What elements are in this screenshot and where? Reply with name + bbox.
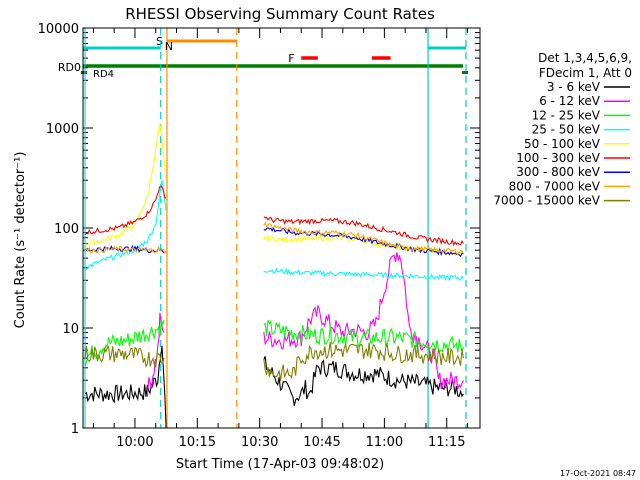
series-line-6-seg-1 — [263, 226, 464, 258]
x-tick-label: 11:00 — [366, 435, 403, 450]
legend-label-4: 50 - 100 keV — [524, 137, 601, 151]
series-line-2-seg-0 — [84, 319, 165, 367]
legend-header-1: Det 1,3,4,5,6,9, — [538, 51, 632, 65]
legend-header-2: FDecim 1, Att 0 — [539, 66, 632, 80]
axes: 1 10 100 1000 10000 10:00 10:15 10:30 10:45 11:00… — [38, 22, 480, 450]
flag-saa-label: S — [156, 35, 163, 48]
legend-label-3: 25 - 50 keV — [532, 123, 601, 137]
y-tick-label: 100 — [54, 222, 79, 237]
legend-label-2: 12 - 25 keV — [532, 108, 601, 122]
legend: Det 1,3,4,5,6,9, FDecim 1, Att 0 3 - 6 k… — [493, 51, 632, 208]
y-axis-label: Count Rate (s⁻¹ detector⁻¹) — [13, 152, 28, 329]
y-tick-label: 1000 — [46, 122, 79, 137]
y-tick-label: 10 — [62, 322, 79, 337]
series-line-6-seg-0 — [84, 244, 167, 253]
x-tick-label: 10:00 — [116, 435, 153, 450]
series-line-0-seg-0 — [84, 345, 167, 429]
legend-label-8: 7000 - 15000 keV — [493, 194, 600, 208]
series-line-2-seg-1 — [263, 319, 464, 354]
state-flags: RD0 RD4 S N F — [58, 28, 468, 428]
plot-border — [82, 27, 481, 429]
timestamp: 17-Oct-2021 08:47 — [560, 469, 636, 478]
series-line-8-seg-1 — [263, 341, 464, 382]
legend-label-5: 100 - 300 keV — [516, 151, 600, 165]
series-line-4-seg-0 — [84, 123, 167, 246]
legend-label-1: 6 - 12 keV — [539, 94, 601, 108]
legend-label-6: 300 - 800 keV — [516, 165, 600, 179]
series-line-8-seg-0 — [84, 345, 165, 369]
y-tick-label: 1 — [71, 422, 79, 437]
series-line-7-seg-0 — [84, 245, 167, 255]
series-line-3-seg-1 — [263, 267, 464, 282]
flag-rd4-marker — [81, 71, 87, 74]
flag-rd4-marker-end — [462, 71, 468, 74]
series-line-7-seg-1 — [263, 221, 464, 255]
flag-rd4-label: RD4 — [93, 69, 114, 80]
flag-flare-label: F — [288, 52, 294, 65]
x-axis-label: Start Time (17-Apr-03 09:48:02) — [176, 457, 384, 472]
x-tick-label: 10:30 — [241, 435, 278, 450]
series-line-1-seg-1 — [263, 252, 464, 390]
flag-night-label: N — [165, 40, 173, 53]
legend-label-0: 3 - 6 keV — [547, 80, 601, 94]
series-layer — [84, 123, 464, 429]
x-tick-label: 10:45 — [303, 435, 340, 450]
x-tick-label: 10:15 — [179, 435, 216, 450]
flag-rd0-label: RD0 — [58, 61, 81, 74]
series-line-5-seg-1 — [263, 216, 464, 247]
x-tick-label: 11:15 — [428, 435, 465, 450]
legend-label-7: 800 - 7000 keV — [509, 179, 601, 193]
series-line-5-seg-0 — [84, 185, 167, 236]
y-tick-label: 10000 — [38, 22, 79, 37]
chart-title: RHESSI Observing Summary Count Rates — [125, 5, 435, 23]
plot-frame — [82, 27, 481, 429]
series-line-0-seg-1 — [263, 356, 464, 406]
